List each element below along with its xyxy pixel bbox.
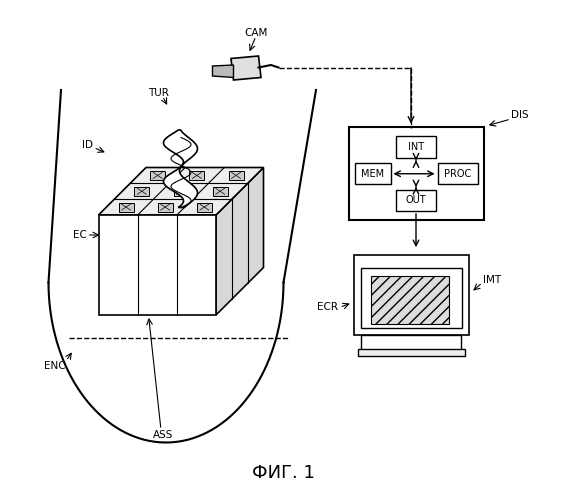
Bar: [119, 202, 133, 211]
Bar: [438, 163, 477, 184]
Bar: [396, 136, 436, 158]
Text: PROC: PROC: [444, 168, 471, 178]
Bar: [361, 268, 462, 328]
Bar: [361, 335, 461, 350]
Bar: [349, 128, 484, 220]
Text: ID: ID: [82, 140, 92, 150]
Polygon shape: [216, 168, 264, 315]
Polygon shape: [231, 56, 261, 80]
Text: MEM: MEM: [361, 168, 384, 178]
Bar: [229, 171, 243, 180]
Text: ECR: ECR: [316, 302, 337, 312]
Text: CAM: CAM: [244, 28, 268, 38]
Text: EC: EC: [73, 230, 86, 240]
Bar: [150, 171, 165, 180]
Bar: [358, 349, 464, 356]
Text: OUT: OUT: [405, 196, 426, 205]
Text: ФИГ. 1: ФИГ. 1: [252, 464, 315, 481]
Bar: [213, 186, 228, 196]
Bar: [396, 190, 436, 211]
Text: INT: INT: [408, 142, 424, 152]
Bar: [197, 202, 212, 211]
Text: DIS: DIS: [511, 110, 528, 120]
Bar: [370, 276, 449, 324]
Text: TUR: TUR: [148, 88, 169, 98]
Bar: [353, 255, 468, 335]
Polygon shape: [213, 65, 234, 78]
Bar: [189, 171, 204, 180]
Bar: [134, 186, 149, 196]
Text: ASS: ASS: [153, 430, 174, 440]
Polygon shape: [99, 168, 264, 215]
Bar: [158, 202, 173, 211]
Text: ENC: ENC: [44, 361, 65, 371]
Polygon shape: [99, 215, 216, 315]
Text: IMT: IMT: [484, 275, 502, 285]
Polygon shape: [163, 130, 197, 208]
Bar: [354, 163, 391, 184]
Bar: [174, 186, 188, 196]
